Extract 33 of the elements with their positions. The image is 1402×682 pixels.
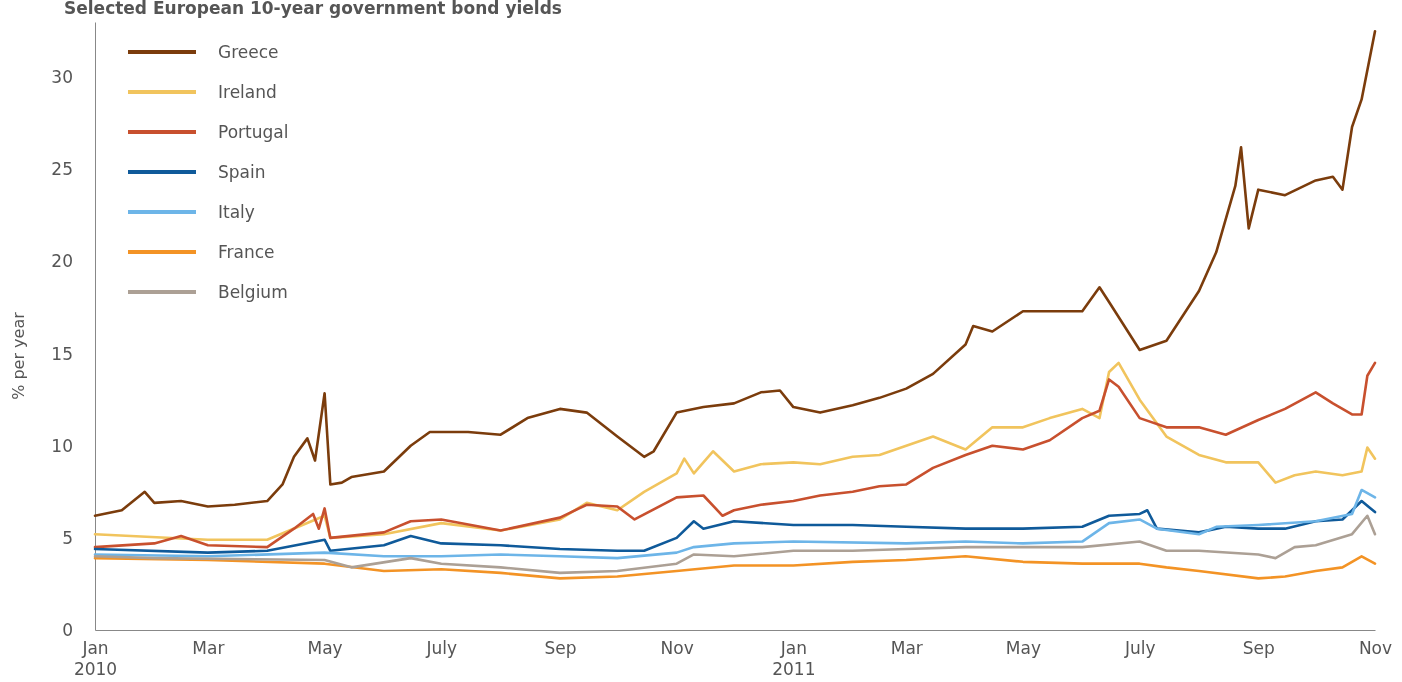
line-series bbox=[93, 514, 1377, 575]
legend-label: Portugal bbox=[218, 122, 289, 142]
x-tick-label: Mar bbox=[890, 638, 923, 659]
y-tick-label: 5 bbox=[62, 527, 73, 548]
line-series bbox=[93, 499, 1377, 554]
legend-label: Ireland bbox=[218, 82, 277, 102]
legend-label: Greece bbox=[218, 42, 279, 62]
y-tick-label: 10 bbox=[51, 435, 73, 456]
y-tick-label: 25 bbox=[51, 159, 73, 180]
x-tick-label: Jan 2010 bbox=[73, 638, 118, 680]
legend-label: France bbox=[218, 242, 275, 262]
x-tick-label: Mar bbox=[192, 638, 225, 659]
y-axis-title: % per year bbox=[9, 311, 28, 400]
y-tick-label: 15 bbox=[51, 343, 73, 364]
y-tick-label: 0 bbox=[62, 619, 73, 640]
line-series bbox=[93, 555, 1377, 580]
x-tick-label: May bbox=[307, 638, 343, 659]
x-tick-label: Sep bbox=[544, 638, 577, 659]
y-tick-label: 30 bbox=[51, 67, 73, 88]
legend-label: Spain bbox=[218, 162, 266, 182]
x-tick-label: July bbox=[1123, 638, 1156, 659]
x-tick-label: Sep bbox=[1242, 638, 1275, 659]
x-tick-label: Nov bbox=[660, 638, 694, 659]
x-tick-label: May bbox=[1005, 638, 1042, 659]
legend-label: Belgium bbox=[218, 282, 288, 302]
line-series bbox=[93, 488, 1377, 560]
y-tick-label: 20 bbox=[51, 251, 73, 272]
legend-label: Italy bbox=[218, 202, 255, 222]
line-series bbox=[93, 29, 1377, 518]
x-tick-label: Jan 2011 bbox=[772, 638, 816, 680]
chart-title: Selected European 10-year government bond yields bbox=[64, 0, 562, 18]
x-tick-label: Nov bbox=[1358, 638, 1393, 659]
x-tick-label: July bbox=[425, 638, 458, 659]
